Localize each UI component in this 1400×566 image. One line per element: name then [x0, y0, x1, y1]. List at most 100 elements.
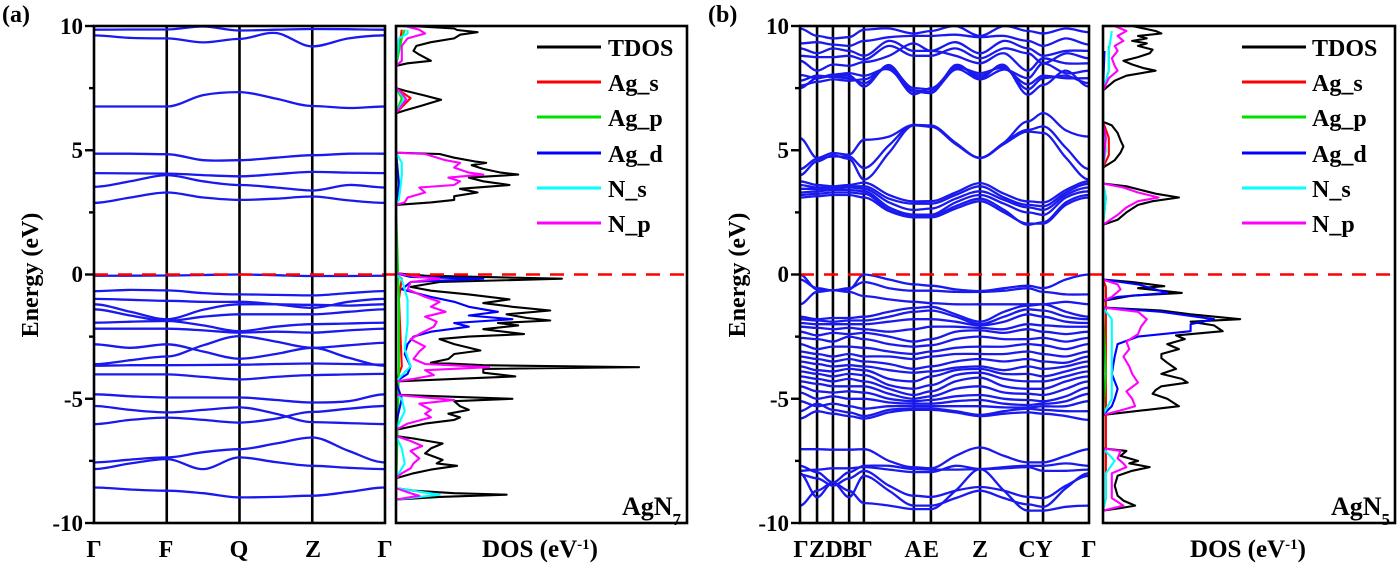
dos-curves [1103, 26, 1242, 512]
band-line [800, 365, 1089, 383]
band-line [94, 297, 385, 309]
k-point-label: Γ [86, 537, 101, 563]
band-line [800, 375, 1089, 397]
band-line [800, 308, 1089, 326]
dos-axes-frame [394, 24, 689, 525]
k-point-label: Y [1035, 537, 1052, 563]
compound-label: AgN5 [1331, 492, 1390, 529]
k-point-label: E [923, 537, 939, 563]
k-point-label: Γ [377, 537, 392, 563]
dos-axes-frame [1101, 24, 1397, 525]
legend-item-n-s: N_s [537, 177, 647, 203]
legend-label: Ag_d [1312, 142, 1367, 168]
legend-label: N_s [1312, 177, 1351, 203]
legend-item-n-p: N_p [537, 212, 651, 238]
y-axis-ticks [791, 24, 800, 525]
band-line [94, 486, 385, 499]
band-line [94, 334, 385, 367]
band-line [94, 372, 385, 381]
band-line [800, 360, 1089, 374]
band-line [800, 370, 1089, 390]
legend-label: N_s [608, 177, 647, 203]
compound-base: AgN [622, 492, 673, 521]
band-line [800, 323, 1089, 333]
band-line [94, 362, 385, 367]
y-tick-label: -10 [758, 511, 789, 536]
band-line [800, 462, 1089, 484]
band-line [800, 335, 1089, 348]
y-axis-label: Energy (eV) [18, 213, 44, 338]
band-line [94, 436, 385, 464]
y-tick-label: 0 [778, 262, 790, 287]
compound-subscript: 7 [673, 510, 682, 529]
band-line [800, 342, 1089, 356]
dos-curve-ag-s [1103, 121, 1110, 511]
band-line [800, 380, 1089, 400]
legend-label: TDOS [1312, 36, 1377, 62]
legend-item-ag-d: Ag_d [1242, 142, 1367, 168]
band-line [800, 303, 1089, 323]
dos-curve-tdos [1103, 26, 1242, 512]
legend-item-ag-s: Ag_s [1242, 71, 1363, 97]
k-point-label: Z [305, 537, 321, 563]
band-axes-frame [92, 24, 387, 525]
k-point-label: Q [230, 537, 249, 563]
band-line [800, 65, 1089, 91]
band-line [94, 404, 385, 426]
y-tick-label: 10 [766, 14, 789, 39]
band-line [800, 33, 1089, 48]
dos-curve-tdos [396, 26, 641, 501]
k-point-label: Γ [1081, 537, 1096, 563]
band-line [800, 467, 1089, 512]
k-point-label: Z [972, 537, 988, 563]
legend-label: Ag_s [1312, 71, 1363, 97]
legend: TDOS Ag_s Ag_p Ag_d N_s N_p [537, 36, 673, 238]
dos-axis-label-sup: -1 [1285, 537, 1298, 553]
dos-curve-ag-d [1103, 50, 1216, 416]
band-line [800, 26, 1089, 40]
band-line [800, 313, 1089, 327]
band-line [94, 303, 385, 321]
band-line [800, 186, 1089, 212]
dos-axis-label-sup: -1 [577, 537, 590, 553]
legend-label: TDOS [608, 36, 673, 62]
band-line [94, 170, 385, 178]
dos-curve-n-p [396, 26, 491, 501]
band-line [800, 193, 1089, 225]
band-line [800, 111, 1089, 160]
y-axis-label: Energy (eV) [725, 213, 751, 338]
band-line [94, 393, 385, 404]
y-tick-label: -5 [64, 387, 83, 412]
panel-a: (a) 10 5 0 -5 -10 Energy (eV) Γ F Q Z Γ … [2, 2, 689, 563]
band-lines [94, 26, 385, 499]
band-line [800, 402, 1089, 418]
legend-label: Ag_s [608, 71, 659, 97]
dos-axis-label-main: DOS (eV [1190, 536, 1285, 563]
k-point-label: C [1018, 537, 1035, 563]
band-line [94, 319, 385, 333]
band-line [800, 385, 1089, 403]
band-line [800, 328, 1089, 343]
band-line [800, 408, 1089, 422]
legend-label: Ag_d [608, 142, 663, 168]
y-tick-label: 5 [778, 138, 790, 163]
band-line [800, 124, 1089, 181]
legend-item-ag-d: Ag_d [537, 142, 663, 168]
band-line [94, 31, 385, 48]
compound-base: AgN [1331, 492, 1382, 521]
legend-item-ag-p: Ag_p [537, 106, 663, 132]
y-axis-ticks [85, 24, 94, 525]
band-line [94, 152, 385, 162]
band-axes-frame [798, 24, 1091, 525]
dos-axis-label: DOS (eV-1) [482, 536, 598, 563]
k-point-label: Γ [857, 537, 872, 563]
band-line [800, 180, 1089, 204]
y-tick-label: 10 [60, 14, 83, 39]
k-point-label: Γ [793, 537, 808, 563]
dos-curve-n-s [1103, 30, 1116, 511]
band-line [800, 355, 1089, 371]
k-point-label: A [904, 537, 922, 563]
band-line [94, 90, 385, 110]
k-point-label: B [842, 537, 858, 563]
compound-label: AgN7 [622, 492, 682, 529]
